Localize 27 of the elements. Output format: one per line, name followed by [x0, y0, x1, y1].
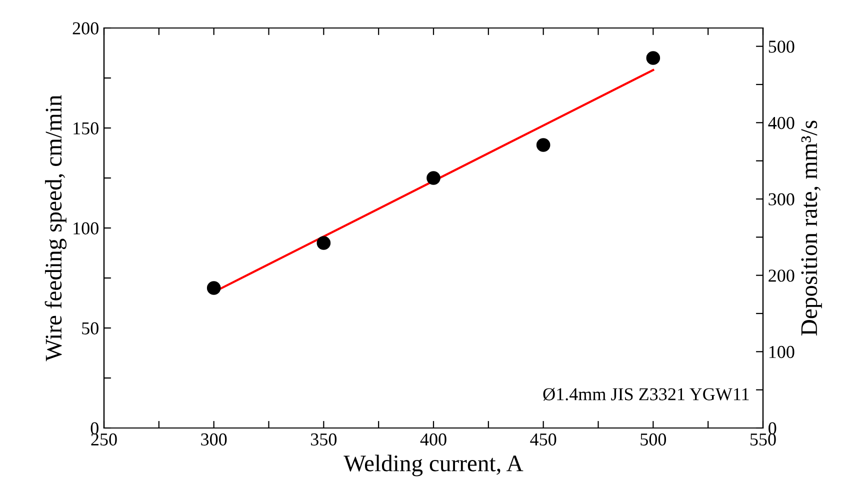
x-tick-label: 550 [750, 433, 776, 446]
y-axis-title: Wire feeding speed, cm/min [44, 95, 66, 362]
x-tick-label: 300 [201, 433, 227, 446]
x-tick-label: 500 [640, 433, 666, 446]
y2-tick-label: 500 [768, 40, 794, 53]
point [206, 281, 221, 295]
x-tick-label: 400 [420, 433, 446, 446]
x-tick-label: 450 [530, 433, 556, 446]
point [646, 51, 660, 65]
x-axis-title: Welding current, A [344, 454, 524, 476]
y2-tick-label: 400 [768, 116, 794, 130]
annotation: Ø1.4mm JIS Z3321 YGW11 [543, 388, 749, 401]
y-tick-label: 0 [90, 422, 98, 434]
y2-tick-label: 100 [769, 346, 794, 358]
x-tick-label: 250 [91, 433, 117, 446]
point [316, 236, 331, 250]
point [426, 171, 440, 185]
y2-tick-label: 300 [768, 193, 794, 206]
y-tick-label: 100 [74, 222, 98, 234]
y2-axis-title: Deposition rate, mm³/s [801, 120, 822, 336]
x-tick-label: 350 [310, 433, 337, 446]
y-tick-label: 150 [74, 122, 98, 134]
y-tick-label: 50 [82, 322, 98, 334]
y2-tick-label: 200 [768, 270, 794, 282]
y2-tick-label: 0 [768, 422, 776, 434]
y-tick-label: 200 [72, 22, 98, 34]
point [536, 138, 550, 152]
